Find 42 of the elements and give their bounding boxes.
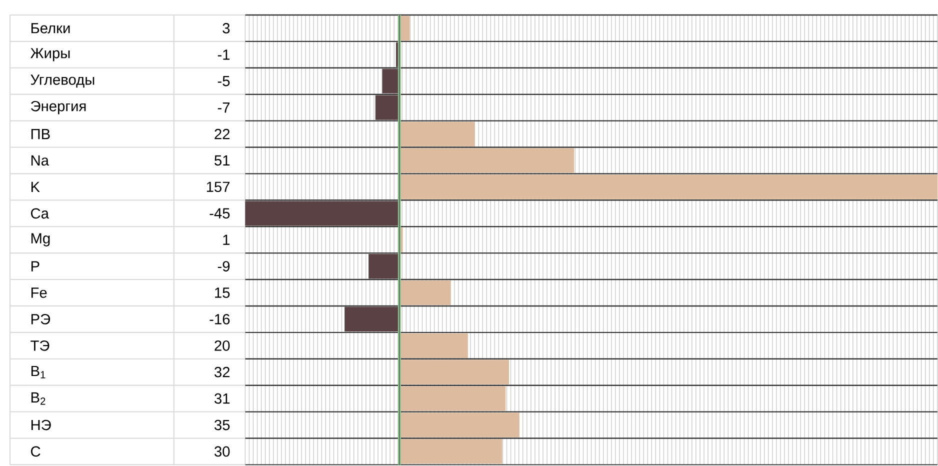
data-label: 51 — [214, 155, 230, 166]
y-tick-label: НЭ — [31, 420, 51, 430]
bar — [399, 360, 510, 384]
y-tick-label: Углеводы — [30, 74, 94, 88]
data-label: 31 — [214, 393, 230, 404]
data-label: 32 — [214, 366, 230, 378]
bar — [368, 254, 400, 279]
data-label: 35 — [214, 420, 230, 430]
y-tick-label: ТЭ — [30, 340, 50, 351]
data-label: -16 — [210, 314, 230, 324]
y-tick-label: B$_{1}$ — [31, 366, 46, 378]
y-tick-label: C — [31, 446, 40, 457]
data-label: 15 — [215, 288, 230, 298]
data-label: -7 — [218, 102, 230, 113]
bar — [382, 68, 400, 94]
y-tick-label: Энергия — [31, 100, 86, 114]
data-label: 20 — [214, 340, 230, 351]
y-tick-label: B$_{2}$ — [31, 392, 46, 405]
y-tick-label: P — [31, 261, 40, 272]
y-tick-label: Жиры — [30, 48, 70, 62]
data-label: -5 — [218, 76, 230, 86]
y-tick-label: Белки — [31, 23, 70, 34]
data-label: 30 — [214, 446, 230, 457]
data-label: 1 — [223, 234, 230, 245]
data-label: -9 — [218, 261, 230, 272]
bar — [375, 95, 400, 120]
data-label: 157 — [206, 182, 230, 192]
y-tick-label: ПВ — [31, 128, 50, 139]
bar — [344, 306, 400, 332]
y-tick-label: Fe — [31, 288, 47, 298]
data-label: -1 — [218, 50, 230, 60]
bar — [245, 201, 400, 226]
y-tick-label: РЭ — [31, 314, 50, 324]
bar — [399, 280, 451, 305]
y-tick-label: Ca — [31, 208, 49, 218]
bar — [399, 333, 468, 358]
y-tick-label: Na — [31, 155, 49, 166]
y-tick-label: Mg — [31, 233, 50, 246]
data-label: -45 — [210, 208, 230, 218]
data-label: 3 — [222, 22, 230, 34]
y-tick-label: K — [31, 182, 40, 192]
data-label: 22 — [214, 128, 230, 140]
